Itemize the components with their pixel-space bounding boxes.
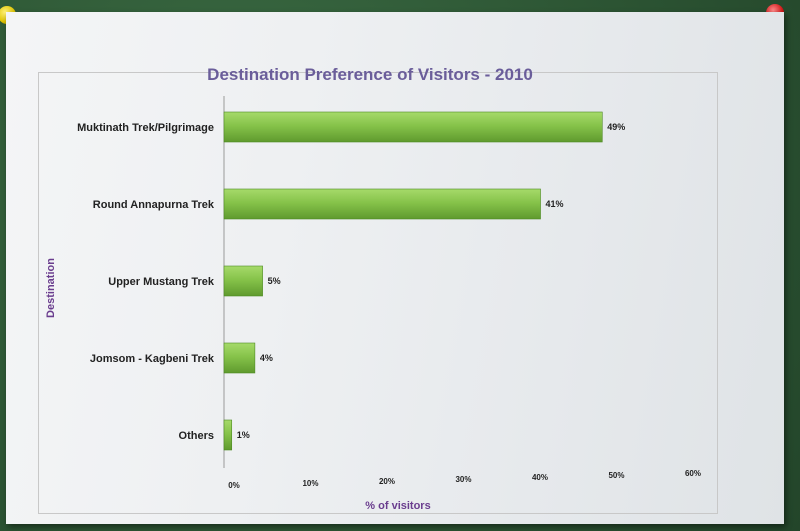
bar — [223, 265, 263, 297]
x-tick-label: 0% — [228, 481, 240, 490]
category-label: Upper Mustang Trek — [108, 276, 215, 288]
y-axis-label: Destination — [45, 258, 57, 318]
data-label: 49% — [607, 122, 625, 132]
bar — [223, 188, 541, 220]
x-tick-label: 50% — [608, 471, 624, 480]
chart-title: Destination Preference of Visitors - 201… — [207, 65, 533, 84]
x-tick-label: 60% — [685, 469, 701, 478]
bars-group: Muktinath Trek/Pilgrimage 49% Round Annapu… — [77, 111, 625, 451]
bar — [223, 342, 256, 374]
x-tick-label: 40% — [532, 473, 548, 482]
x-tick-label: 10% — [302, 479, 318, 488]
category-label: Muktinath Trek/Pilgrimage — [77, 122, 214, 134]
data-label: 5% — [268, 276, 281, 286]
plot-frame — [38, 72, 718, 514]
x-tick-label: 30% — [455, 475, 471, 484]
bar — [223, 419, 233, 451]
category-label: Others — [179, 430, 214, 442]
data-label: 41% — [546, 199, 564, 209]
category-label: Round Annapurna Trek — [93, 199, 215, 211]
category-label: Jomsom - Kagbeni Trek — [90, 353, 215, 365]
data-label: 4% — [260, 353, 273, 363]
x-axis-label: % of visitors — [365, 500, 430, 512]
x-ticks-group: 0% 10% 20% 30% 40% 50% 60% — [228, 469, 701, 490]
bar — [223, 111, 603, 143]
data-label: 1% — [237, 430, 250, 440]
chart-printout — [6, 12, 784, 524]
x-tick-label: 20% — [379, 477, 395, 486]
